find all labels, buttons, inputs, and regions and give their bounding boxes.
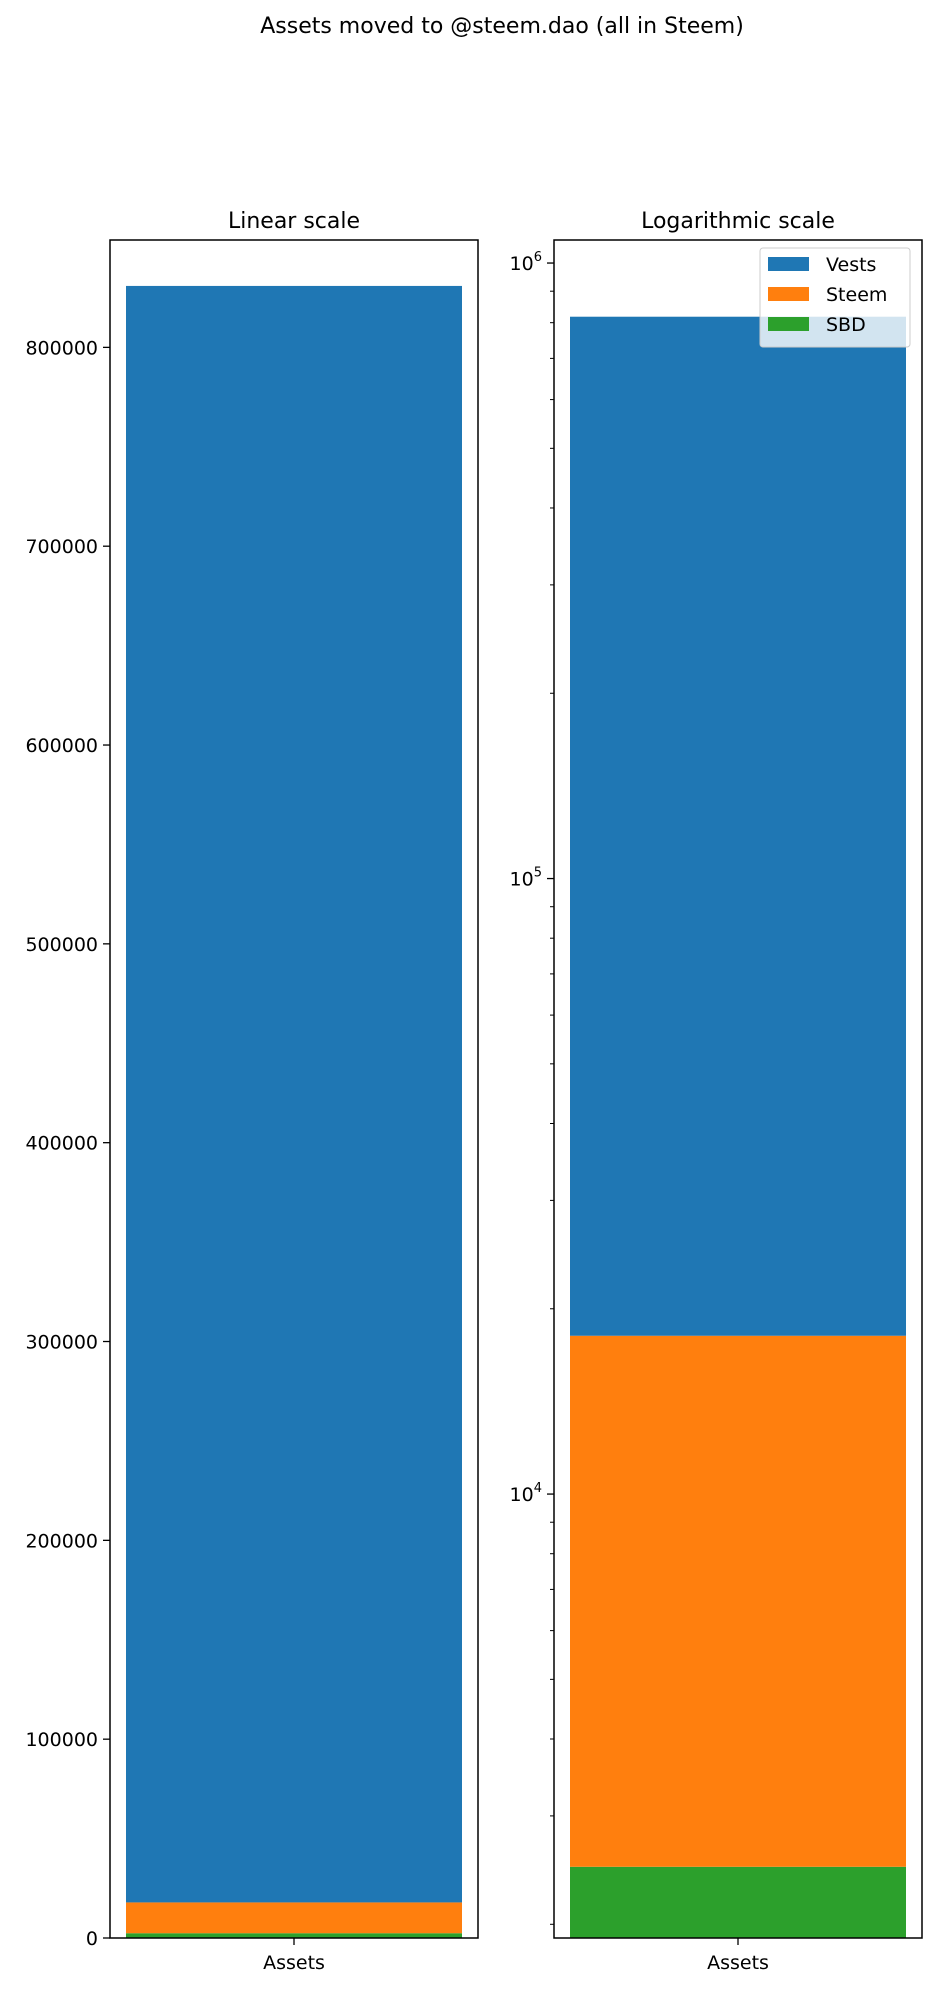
linear-y-tick-label: 700000 xyxy=(25,536,98,558)
linear-y-tick-label: 200000 xyxy=(25,1530,98,1552)
log-bars xyxy=(570,316,906,1938)
log-y-tick-label: 105 xyxy=(510,866,542,891)
log-bar-vests xyxy=(570,316,906,1336)
legend: Vests Steem SBD xyxy=(759,247,911,348)
log-bar-sbd xyxy=(570,1866,906,1938)
linear-axes-frame xyxy=(109,239,479,1939)
log-x-tick-label: Assets xyxy=(707,1952,769,1974)
log-axes-frame xyxy=(553,239,923,1939)
legend-swatch-steem xyxy=(768,287,809,301)
log-y-tick-label: 106 xyxy=(510,250,542,275)
linear-bar-steem xyxy=(126,1902,462,1934)
legend-label-sbd: SBD xyxy=(826,314,866,336)
linear-axes-title: Linear scale xyxy=(228,209,360,234)
legend-swatch-vests xyxy=(768,257,809,271)
linear-bar-sbd xyxy=(126,1933,462,1938)
legend-label-vests: Vests xyxy=(826,254,876,276)
linear-bar-vests xyxy=(126,285,462,1903)
log-axes-title: Logarithmic scale xyxy=(641,209,835,234)
figure-title: Assets moved to @steem.dao (all in Steem… xyxy=(260,14,744,39)
linear-y-tick-label: 100000 xyxy=(25,1729,98,1751)
linear-y-tick-label: 0 xyxy=(86,1928,98,1950)
linear-axes: Linear scale 0 100000 200000 300000 400000 50… xyxy=(25,209,479,1974)
linear-x-tick-label: Assets xyxy=(263,1952,325,1974)
linear-bars xyxy=(126,285,462,1938)
linear-y-tick-label: 800000 xyxy=(25,337,98,359)
linear-y-ticks: 0 100000 200000 300000 400000 500000 600000 700… xyxy=(25,337,110,1950)
log-y-tick-label: 104 xyxy=(510,1481,542,1506)
linear-y-tick-label: 400000 xyxy=(25,1133,98,1155)
legend-label-steem: Steem xyxy=(826,284,887,306)
linear-y-tick-label: 500000 xyxy=(25,934,98,956)
log-axes: Logarithmic scale 104 105 106 Assets Vests… xyxy=(510,209,923,1974)
linear-y-tick-label: 300000 xyxy=(25,1332,98,1354)
log-bar-steem xyxy=(570,1335,906,1867)
legend-swatch-sbd xyxy=(768,317,809,331)
log-y-ticks: 104 105 106 xyxy=(510,250,554,1925)
linear-y-tick-label: 600000 xyxy=(25,735,98,757)
